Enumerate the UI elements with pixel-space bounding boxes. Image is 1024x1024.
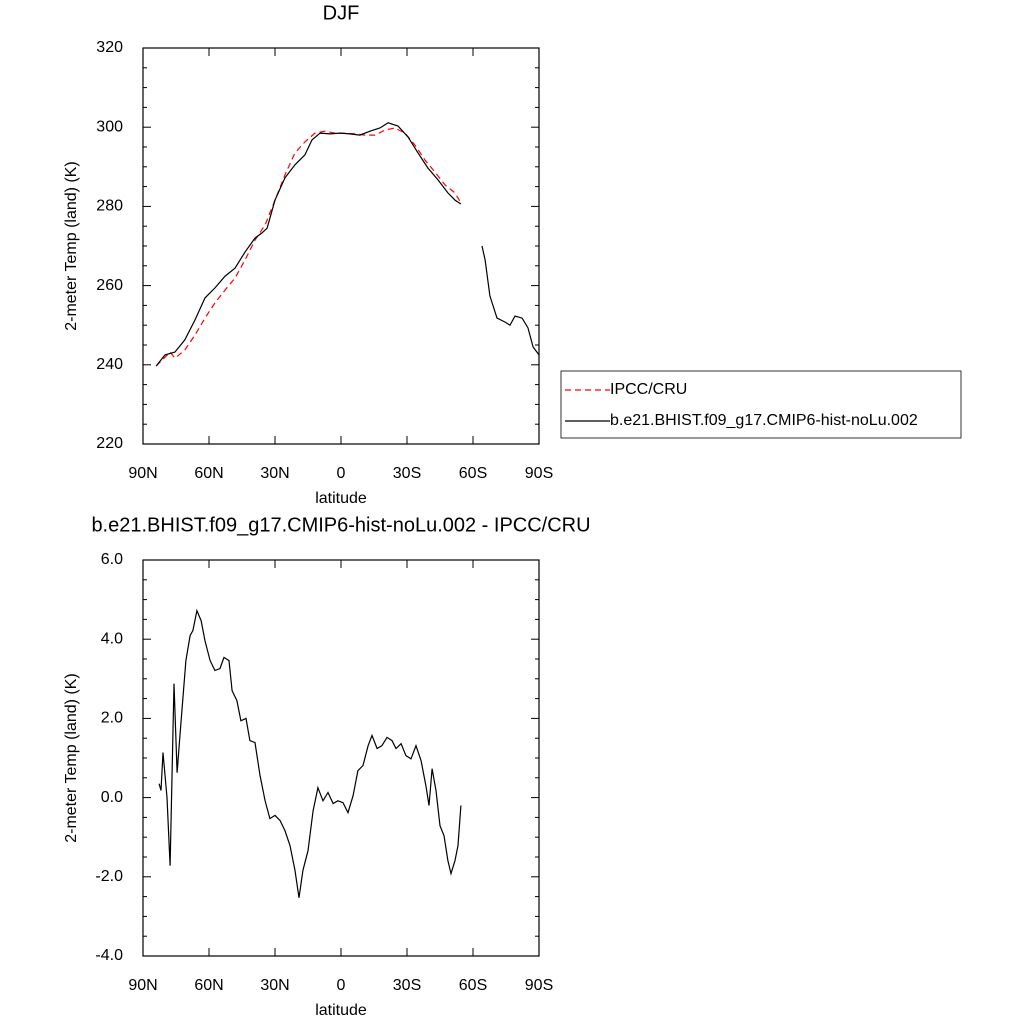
data-line (155, 122, 540, 367)
x-tick-label: 60N (194, 465, 223, 482)
data-line (158, 608, 462, 898)
y-tick-label: -4.0 (95, 947, 123, 964)
y-tick-label: 220 (96, 435, 123, 452)
x-tick-label: 0 (337, 465, 346, 482)
y-tick-label: 320 (96, 39, 123, 56)
x-tick-label: 0 (337, 977, 346, 994)
x-tick-label: 90S (525, 465, 553, 482)
chart-title: b.e21.BHIST.f09_g17.CMIP6-hist-noLu.002 … (91, 514, 590, 536)
y-tick-label: 240 (96, 356, 123, 373)
x-axis-label: latitude (315, 1002, 367, 1019)
y-tick-label: 260 (96, 277, 123, 294)
y-tick-label: 6.0 (101, 551, 123, 568)
x-tick-label: 30N (260, 465, 289, 482)
plot-frame (142, 559, 540, 957)
x-tick-label: 60S (459, 977, 487, 994)
x-tick-label: 30N (260, 977, 289, 994)
y-axis-label: 2-meter Temp (land) (K) (63, 161, 80, 331)
y-tick-label: 4.0 (101, 630, 123, 647)
y-tick-label: -2.0 (95, 868, 123, 885)
legend-label: b.e21.BHIST.f09_g17.CMIP6-hist-noLu.002 (610, 412, 918, 429)
x-axis-label: latitude (315, 490, 367, 507)
y-tick-label: 300 (96, 118, 123, 135)
x-tick-label: 30S (393, 977, 421, 994)
legend-box (560, 370, 962, 439)
y-tick-label: 0.0 (101, 789, 123, 806)
x-tick-label: 90N (128, 465, 157, 482)
data-line (155, 127, 462, 367)
y-tick-label: 2.0 (101, 710, 123, 727)
x-tick-label: 90S (525, 977, 553, 994)
x-tick-label: 60N (194, 977, 223, 994)
chart-title: DJF (323, 2, 360, 24)
x-tick-label: 30S (393, 465, 421, 482)
plot-frame (142, 47, 540, 445)
x-tick-label: 60S (459, 465, 487, 482)
y-tick-label: 280 (96, 198, 123, 215)
legend-label: IPCC/CRU (610, 381, 687, 398)
y-axis-label: 2-meter Temp (land) (K) (63, 673, 80, 843)
x-tick-label: 90N (128, 977, 157, 994)
